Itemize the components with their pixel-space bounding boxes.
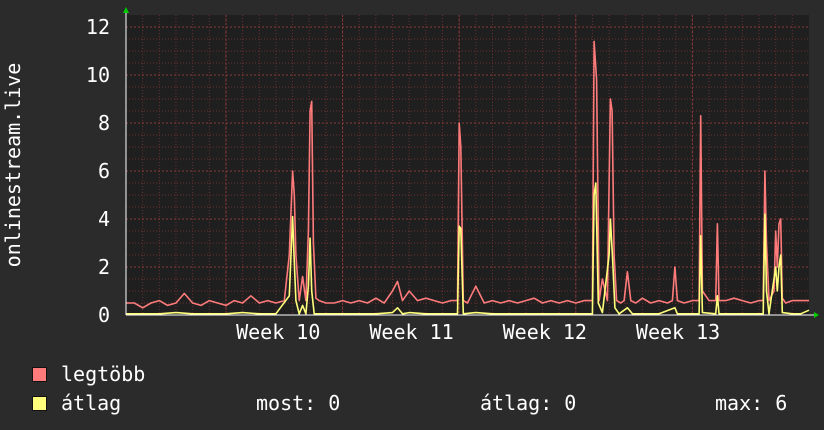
y-tick-label: 4 xyxy=(98,207,110,231)
x-tick-label: Week 10 xyxy=(236,320,320,344)
y-tick-label: 2 xyxy=(98,255,110,279)
line-chart: 0 2 4 6 8 10 12 Week 10 Week 11 Week 12 Week 13 onl… xyxy=(1,7,819,344)
y-tick-label: 10 xyxy=(86,63,110,87)
y-tick-label: 6 xyxy=(98,159,110,183)
x-tick-label: Week 13 xyxy=(636,320,720,344)
y-axis-arrow xyxy=(123,7,129,13)
series-line-max xyxy=(126,40,809,309)
y-axis-title: onlinestream.live xyxy=(1,63,25,268)
legend-item-max: legtöbb xyxy=(32,362,145,386)
stat-current: most: 0 xyxy=(256,391,341,415)
legend-swatch-avg xyxy=(32,395,47,411)
y-tick-label: 0 xyxy=(98,303,110,327)
x-tick-label: Week 12 xyxy=(503,320,587,344)
y-tick-label: 8 xyxy=(98,111,110,135)
x-axis-arrow xyxy=(814,312,819,318)
legend-item-avg: átlag xyxy=(32,391,121,415)
plot-area xyxy=(126,15,809,315)
stat-average: átlag: 0 xyxy=(480,391,577,415)
legend-swatch-max xyxy=(32,366,47,382)
legend-label-max: legtöbb xyxy=(61,362,146,386)
x-tick-label: Week 11 xyxy=(369,320,453,344)
y-tick-label: 12 xyxy=(86,15,110,39)
series-line-avg xyxy=(126,182,810,315)
legend-label-avg: átlag xyxy=(61,391,122,415)
stat-max: max: 6 xyxy=(715,391,788,415)
